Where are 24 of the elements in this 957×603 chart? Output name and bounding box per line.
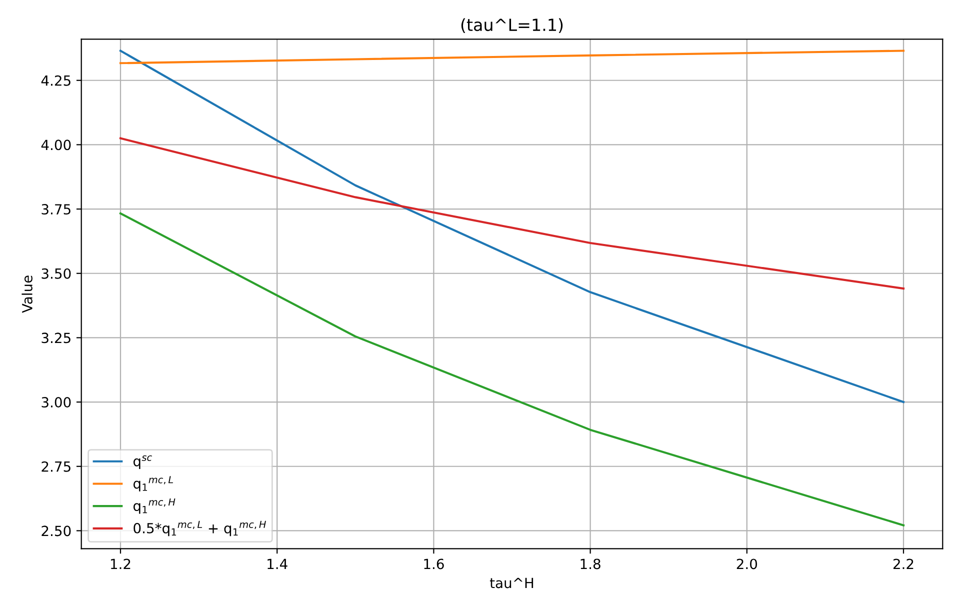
chart-title: (tau^L=1.1) [461,18,563,34]
y-axis-title: Value [22,276,32,313]
y-tick-label: 2.50 [42,526,71,536]
y-tick-label: 3.00 [42,397,71,408]
x-tick-label: 1.8 [580,558,600,570]
x-tick-label: 1.4 [268,558,288,570]
line-series [119,137,905,290]
legend-label: q$_{1}$$^{mc,H}$ [134,498,176,514]
y-tick-label: 3.75 [42,204,70,215]
legend-label: q$_{1}$$^{mc,L}$ [134,476,174,492]
x-tick-label: 1.2 [110,558,130,570]
line-series [119,50,905,64]
line-series [119,50,905,404]
y-tick-label: 4.25 [41,75,70,86]
y-tick-label: 3.50 [42,268,71,279]
x-tick-label: 2.2 [893,558,914,570]
y-tick-label: 2.75 [42,461,70,472]
y-tick-label: 3.25 [42,332,70,344]
legend-label: q$^{sc}$ [134,455,152,470]
legend-label: 0.5*q$_{1}$$^{mc,L}$ + q$_{1}$$^{mc,H}$ [134,520,266,536]
y-tick-label: 4.00 [41,140,71,150]
x-tick-label: 2.0 [736,558,758,570]
x-axis-title: tau^H [490,578,534,588]
x-tick-label: 1.6 [424,558,444,570]
